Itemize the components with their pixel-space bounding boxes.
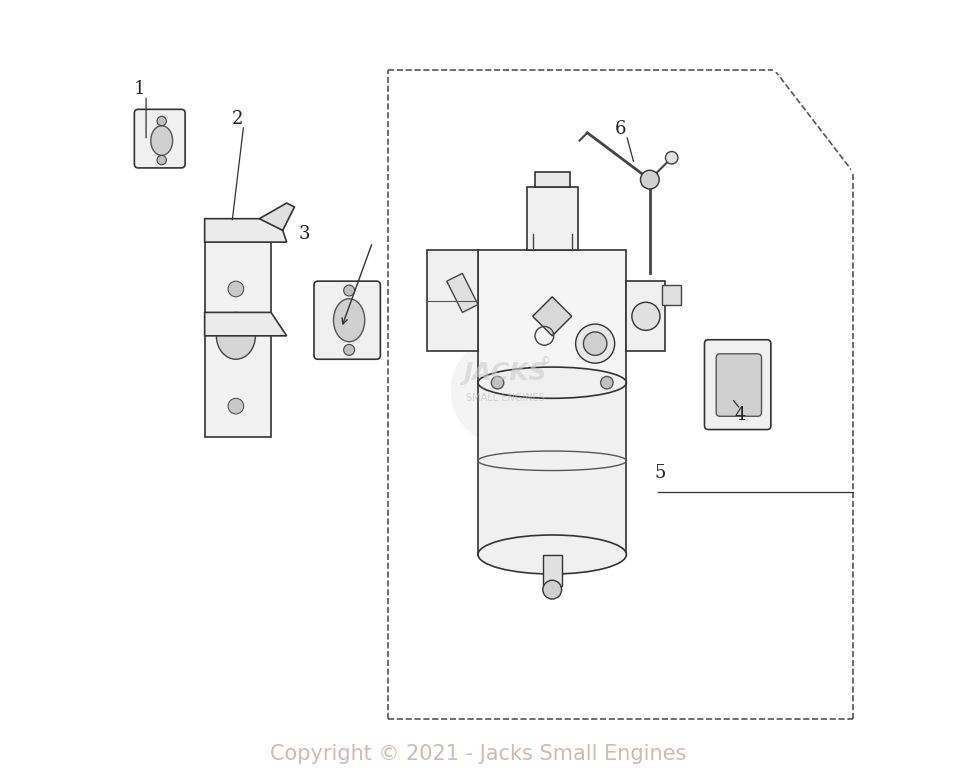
- FancyBboxPatch shape: [705, 340, 771, 430]
- Bar: [543, 555, 561, 586]
- Text: 5: 5: [654, 463, 665, 482]
- Ellipse shape: [151, 126, 173, 155]
- Circle shape: [157, 116, 166, 126]
- FancyBboxPatch shape: [716, 354, 762, 416]
- Circle shape: [665, 152, 678, 164]
- Circle shape: [583, 332, 607, 355]
- Circle shape: [576, 324, 615, 363]
- Text: Copyright © 2021 - Jacks Small Engines: Copyright © 2021 - Jacks Small Engines: [270, 744, 686, 764]
- Text: 1: 1: [133, 80, 144, 98]
- Bar: [478, 383, 626, 555]
- Ellipse shape: [478, 535, 626, 574]
- Circle shape: [632, 302, 660, 330]
- Circle shape: [343, 344, 355, 355]
- Circle shape: [228, 281, 244, 297]
- Text: JACKS: JACKS: [464, 362, 547, 385]
- Polygon shape: [446, 273, 478, 312]
- Text: 2: 2: [231, 109, 243, 128]
- Ellipse shape: [478, 367, 626, 398]
- Text: 3: 3: [299, 225, 311, 244]
- FancyBboxPatch shape: [478, 250, 626, 383]
- Bar: [205, 219, 272, 437]
- Polygon shape: [205, 219, 287, 242]
- Text: 6: 6: [615, 119, 627, 138]
- Bar: [626, 281, 665, 351]
- Circle shape: [600, 376, 613, 389]
- Circle shape: [343, 285, 355, 296]
- Bar: [527, 187, 577, 250]
- Ellipse shape: [334, 299, 365, 342]
- Text: 4: 4: [735, 406, 746, 425]
- FancyBboxPatch shape: [135, 109, 185, 168]
- Text: SMALL ENGINES: SMALL ENGINES: [466, 394, 545, 403]
- Polygon shape: [532, 297, 572, 336]
- Polygon shape: [205, 312, 287, 336]
- Circle shape: [491, 376, 504, 389]
- Circle shape: [228, 398, 244, 414]
- Circle shape: [641, 170, 660, 189]
- Polygon shape: [259, 203, 294, 230]
- Ellipse shape: [216, 312, 255, 359]
- Circle shape: [450, 336, 560, 445]
- Bar: [427, 250, 478, 351]
- FancyBboxPatch shape: [314, 281, 380, 359]
- Circle shape: [543, 580, 561, 599]
- Text: ©: ©: [541, 356, 551, 366]
- Bar: [662, 285, 681, 305]
- Bar: [534, 172, 570, 187]
- Circle shape: [157, 155, 166, 165]
